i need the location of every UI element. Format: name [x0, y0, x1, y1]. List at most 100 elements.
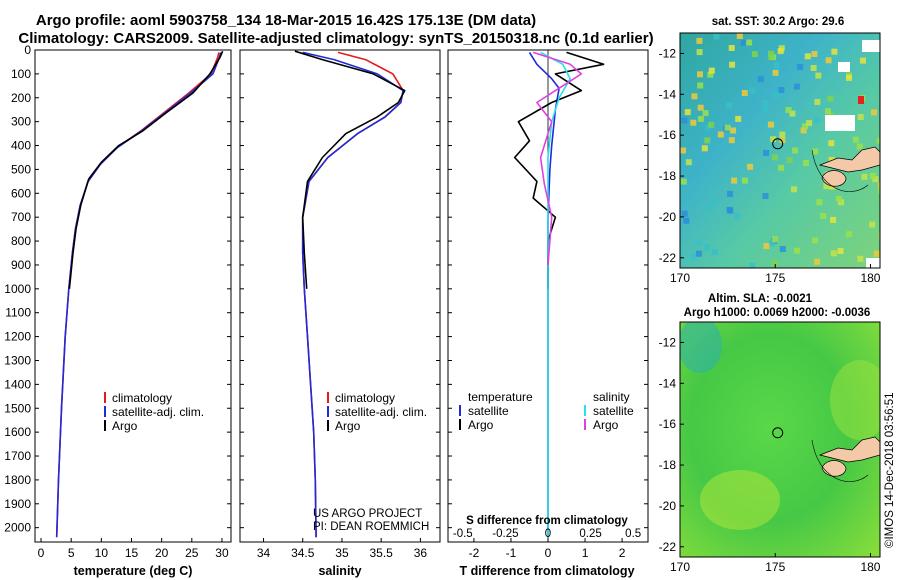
legend-clim-label: climatology — [335, 391, 395, 405]
sst-pixel — [846, 231, 852, 237]
depth-tick-label: 1400 — [4, 377, 31, 391]
x-tick-label: 35 — [335, 546, 349, 560]
sst-pixel — [792, 148, 798, 154]
sst-pixel — [860, 58, 866, 64]
sst-pixel — [814, 99, 820, 105]
sst-pixel — [828, 140, 834, 146]
depth-tick-label: 0 — [24, 43, 31, 57]
map-lat-label: -20 — [659, 499, 677, 513]
depth-tick-label: 2000 — [4, 521, 31, 535]
sst-pixel — [862, 174, 868, 180]
depth-tick-label: 1200 — [4, 330, 31, 344]
depth-tick-label: 300 — [11, 115, 31, 129]
depth-tick-label: 700 — [11, 210, 31, 224]
sst-pixel — [708, 122, 714, 128]
x-tick-label: 30 — [215, 546, 229, 560]
x-tick-label: 0 — [38, 546, 45, 560]
temperature-legend: climatology satellite-adj. clim. Argo — [104, 391, 204, 433]
map-lat-label: -14 — [659, 87, 677, 101]
sst-pixel — [815, 73, 821, 79]
sst-missing-data — [825, 115, 855, 131]
map-lon-label: 175 — [765, 560, 785, 574]
x-tick-label: 25 — [185, 546, 199, 560]
map-lat-label: -16 — [659, 417, 677, 431]
sla-high-patch — [700, 470, 780, 530]
map-lon-label: 180 — [860, 560, 880, 574]
legend-swatch-clim — [327, 392, 329, 403]
map-lat-label: -12 — [659, 46, 677, 60]
depth-tick-label: 1000 — [4, 282, 31, 296]
sst-pixel — [737, 33, 743, 39]
sst-pixel — [681, 179, 687, 185]
sst-pixel — [709, 68, 715, 74]
sst-pixel — [814, 259, 820, 265]
depth-tick-label: 1800 — [4, 473, 31, 487]
sst-pixel — [680, 148, 686, 154]
depth-tick-label: 200 — [11, 91, 31, 105]
top-x-tick-label: 0.25 — [579, 528, 601, 540]
legend-sal-sat: satellite — [593, 404, 634, 418]
sst-pixel — [857, 144, 863, 150]
series-line-climatology — [303, 52, 403, 537]
sst-pixel — [696, 240, 702, 246]
legend-swatch-clim — [104, 392, 106, 403]
sst-pixel — [752, 51, 758, 57]
sst-pixel — [696, 38, 702, 44]
sst-pixel — [797, 64, 803, 70]
map-lat-label: -12 — [659, 335, 677, 349]
depth-tick-label: 100 — [11, 67, 31, 81]
sst-pixel — [831, 250, 837, 256]
x-tick-label: 20 — [155, 546, 169, 560]
difference-xlabel: T difference from climatology — [459, 564, 634, 578]
sla-map-title-line2: Argo h1000: 0.0069 h2000: -0.0036 — [684, 307, 871, 319]
sst-pixel — [772, 154, 778, 160]
sst-pixel — [774, 62, 780, 68]
sst-pixel — [729, 45, 735, 51]
sst-pixel — [780, 246, 786, 252]
legend-swatch-sal-argo — [584, 419, 586, 430]
salinity-plot — [295, 51, 405, 537]
legend-swatch-temp-argo — [459, 419, 461, 430]
sst-pixel — [831, 49, 837, 55]
sst-pixel — [726, 103, 732, 109]
map-lat-label: -14 — [659, 376, 677, 390]
sst-pixel — [772, 236, 778, 242]
series-line-s-argo — [533, 52, 581, 265]
map-lon-label: 170 — [670, 560, 690, 574]
sst-pixel — [758, 76, 764, 82]
sst-pixel — [713, 34, 719, 40]
sst-pixel — [682, 211, 688, 217]
sst-pixel — [827, 96, 833, 102]
sst-pixel — [805, 53, 811, 59]
difference-legend: temperature satellite Argo salinity sate… — [459, 390, 634, 432]
sst-pixel — [683, 218, 689, 224]
map-lat-label: -22 — [659, 540, 677, 554]
sst-pixel — [825, 108, 831, 114]
series-line-s-satellite — [541, 52, 571, 537]
sst-pixel — [703, 110, 709, 116]
credit-line1: US ARGO PROJECT — [313, 508, 422, 520]
sst-pixel — [729, 137, 735, 143]
top-x-tick-label: -0.25 — [492, 528, 518, 540]
depth-tick-label: 1700 — [4, 449, 31, 463]
sst-pixel — [853, 137, 859, 143]
series-line-satellite-adj-clim- — [303, 52, 403, 537]
sst-pixel — [735, 116, 741, 122]
sst-pixel — [812, 237, 818, 243]
map-lat-label: -18 — [659, 169, 677, 183]
figure-title-line1: Argo profile: aoml 5903758_134 18-Mar-20… — [36, 12, 536, 29]
sst-pixel — [742, 90, 748, 96]
sst-pixel — [727, 207, 733, 213]
sst-pixel — [705, 204, 711, 210]
sst-pixel — [778, 87, 784, 93]
legend-sal-argo: Argo — [593, 418, 619, 432]
sst-pixel — [772, 260, 778, 266]
sst-pixel — [830, 217, 836, 223]
salinity-legend: climatology satellite-adj. clim. Argo — [327, 391, 427, 433]
legend-swatch-sat — [104, 406, 106, 417]
legend-swatch-temp-sat — [459, 405, 461, 416]
depth-tick-label: 900 — [11, 258, 31, 272]
figure-canvas: Argo profile: aoml 5903758_134 18-Mar-20… — [0, 0, 900, 580]
sst-pixel — [814, 117, 820, 123]
depth-tick-label: 400 — [11, 139, 31, 153]
